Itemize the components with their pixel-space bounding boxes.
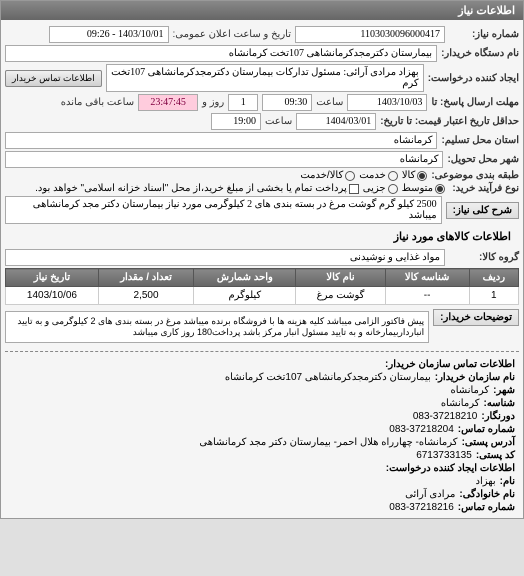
time-label-1: ساعت (316, 97, 343, 108)
radio-both[interactable]: کالا/خدمت (300, 170, 355, 181)
org-city-value: کرمانشاه (450, 385, 489, 396)
creator-phone-value: 083-37218216 (389, 502, 454, 513)
validity-time-field: 19:00 (211, 113, 261, 130)
validity-label: حداقل تاریخ اعتبار قیمت: تا تاریخ: (380, 116, 519, 127)
td-row: 1 (469, 287, 518, 305)
buyer-label: نام دستگاه خریدار: (441, 48, 519, 59)
radio-service-label: خدمت (359, 170, 386, 181)
main-container: اطلاعات نیاز شماره نیاز: 110303009600041… (0, 0, 524, 519)
org-province-value: کرمانشاه (441, 398, 480, 409)
radio-partial-label: جزیی (363, 183, 386, 194)
city-field: کرمانشاه (5, 151, 443, 168)
budget-row-label: طبقه بندی موضوعی: (431, 170, 519, 181)
checkbox-icon (349, 184, 359, 194)
goods-section-title: اطلاعات کالاهای مورد نیاز (5, 226, 519, 247)
desc-label: توضیحات خریدار: (433, 309, 519, 326)
td-qty: 2,500 (98, 287, 193, 305)
goods-group-field: مواد غذایی و نوشیدنی (5, 249, 445, 266)
check-partial-payment-label: پرداخت تمام یا بخشی از مبلغ خرید،از محل … (35, 183, 347, 194)
goods-table: ردیف شناسه کالا نام کالا واحد شمارش تعدا… (5, 268, 519, 305)
divider (5, 351, 519, 352)
radio-medium-label: متوسط (402, 183, 433, 194)
th-row: ردیف (469, 269, 518, 287)
table-header-row: ردیف شناسه کالا نام کالا واحد شمارش تعدا… (6, 269, 519, 287)
remaining-label: ساعت باقی مانده (61, 97, 134, 108)
buyer-field: بیمارستان دکترمجدکرمانشاهی 107تخت کرمانش… (5, 45, 437, 62)
family-label: نام خانوادگی: (459, 489, 515, 500)
name-value: بهزاد (475, 476, 495, 487)
address-label: آدرس پستی: (462, 437, 515, 448)
radio-empty-icon-2 (345, 171, 355, 181)
fax-value: 083-37218210 (413, 411, 478, 422)
th-unit: واحد شمارش (194, 269, 296, 287)
phone-label: شماره تماس: (458, 424, 515, 435)
org-name-value: بیمارستان دکترمجدکرمانشاهی 107تخت کرمانش… (225, 372, 431, 383)
time-label-2: ساعت (265, 116, 292, 127)
public-announce-field: 1403/10/01 - 09:26 (49, 26, 169, 43)
radio-medium[interactable]: متوسط (402, 183, 445, 194)
org-city-label: شهر: (493, 385, 515, 396)
request-number-label: شماره نیاز: (449, 29, 519, 40)
check-partial-payment[interactable]: پرداخت تمام یا بخشی از مبلغ خرید،از محل … (35, 183, 359, 194)
remaining-days-field: 1 (228, 94, 258, 111)
radio-goods[interactable]: کالا (402, 170, 428, 181)
td-name: گوشت مرغ (296, 287, 385, 305)
contact-section-label: اطلاعات تماس سازمان خریدار: (385, 359, 515, 370)
th-id: شناسه کالا (385, 269, 469, 287)
province-field: کرمانشاه (5, 132, 437, 149)
city-label: شهر محل تحویل: (447, 154, 519, 165)
contact-buyer-button[interactable]: اطلاعات تماس خریدار (5, 70, 102, 87)
org-province-label: شناسه: (483, 398, 515, 409)
section-header-main: اطلاعات نیاز (1, 1, 523, 20)
radio-empty-icon (388, 171, 398, 181)
radio-goods-label: کالا (402, 170, 416, 181)
need-title-label: شرح کلی نیاز: (446, 202, 519, 219)
table-row: 1 -- گوشت مرغ کیلوگرم 2,500 1403/10/06 (6, 287, 519, 305)
response-date-field: 1403/10/03 (347, 94, 427, 111)
form-area: شماره نیاز: 1103030096000417 تاریخ و ساع… (1, 20, 523, 518)
th-name: نام کالا (296, 269, 385, 287)
creator-contact-label: اطلاعات ایجاد کننده درخواست: (386, 463, 515, 474)
postal-value: 6713733135 (416, 450, 472, 461)
radio-service[interactable]: خدمت (359, 170, 398, 181)
response-deadline-label: مهلت ارسال پاسخ: تا (431, 97, 519, 108)
radio-partial[interactable]: جزیی (363, 183, 398, 194)
phone-value: 083-37218204 (389, 424, 454, 435)
radio-dot-icon-2 (435, 184, 445, 194)
td-date: 1403/10/06 (6, 287, 99, 305)
creator-phone-label: شماره تماس: (458, 502, 515, 513)
creator-field: بهزاد مرادی آرائی: مسئول تدارکات بیمارست… (106, 64, 424, 92)
name-label: نام: (500, 476, 515, 487)
fax-label: دورنگار: (481, 411, 515, 422)
desc-box: پیش فاکتور الزامی میباشد کلیه هزینه ها ب… (5, 311, 429, 343)
radio-both-label: کالا/خدمت (300, 170, 343, 181)
province-label: استان محل تسلیم: (441, 135, 519, 146)
goods-group-label: گروه کالا: (449, 252, 519, 263)
need-title-field: 2500 کیلو گرم گوشت مرغ در بسته بندی های … (5, 196, 442, 224)
day-label: روز و (202, 97, 224, 108)
public-announce-label: تاریخ و ساعت اعلان عمومی: (173, 29, 292, 40)
validity-date-field: 1404/03/01 (296, 113, 376, 130)
th-qty: تعداد / مقدار (98, 269, 193, 287)
td-id: -- (385, 287, 469, 305)
purchase-type-label: نوع فرآیند خرید: (449, 183, 519, 194)
request-number-field: 1103030096000417 (295, 26, 445, 43)
org-name-label: نام سازمان خریدار: (435, 372, 515, 383)
address-value: کرمانشاه- چهارراه هلال احمر- بیمارستان د… (199, 437, 457, 448)
radio-empty-icon-3 (388, 184, 398, 194)
td-unit: کیلوگرم (194, 287, 296, 305)
family-value: مرادی آرائی (405, 489, 455, 500)
response-time-field: 09:30 (262, 94, 312, 111)
radio-dot-icon (417, 171, 427, 181)
postal-label: کد پستی: (476, 450, 515, 461)
th-date: تاریخ نیاز (6, 269, 99, 287)
creator-label: ایجاد کننده درخواست: (428, 73, 519, 84)
remaining-time-field: 23:47:45 (138, 94, 198, 111)
